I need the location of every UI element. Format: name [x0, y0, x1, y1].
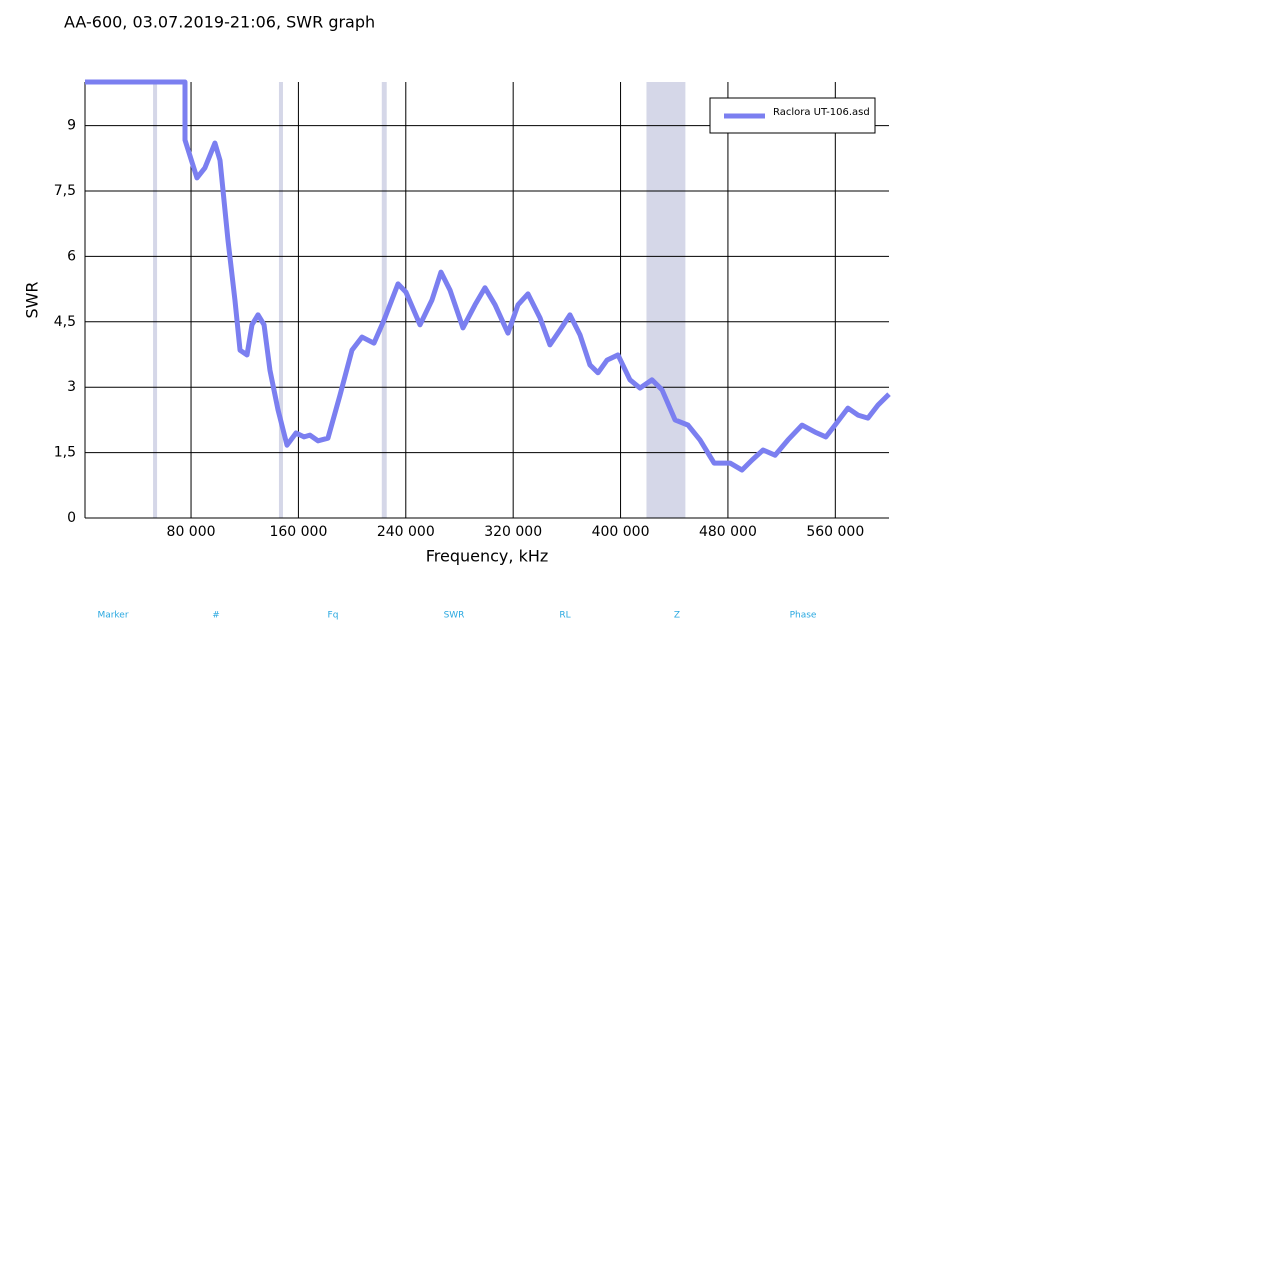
band [646, 82, 686, 518]
table-header: SWR [444, 611, 465, 621]
x-axis-label: Frequency, kHz [426, 547, 549, 566]
table-header: Fq [328, 611, 339, 621]
y-tick-label: 4,5 [54, 314, 76, 330]
table-header: Phase [790, 611, 817, 621]
chart-title: AA-600, 03.07.2019-21:06, SWR graph [64, 13, 375, 32]
x-tick-label: 320 000 [484, 524, 542, 540]
x-tick-label: 560 000 [806, 524, 864, 540]
table-header: # [212, 611, 220, 621]
y-axis-label: SWR [23, 281, 42, 318]
band [278, 82, 283, 518]
legend-label: Raclora UT-106.asd [773, 107, 870, 118]
band [381, 82, 387, 518]
y-tick-label: 3 [67, 379, 76, 395]
y-tick-label: 0 [67, 510, 76, 526]
x-tick-label: 240 000 [377, 524, 435, 540]
x-tick-label: 80 000 [167, 524, 216, 540]
y-tick-label: 9 [67, 118, 76, 134]
band [153, 82, 158, 518]
series-line [85, 79, 891, 473]
y-tick-label: 1,5 [54, 445, 76, 461]
y-tick-label: 6 [67, 248, 76, 264]
x-tick-label: 160 000 [269, 524, 327, 540]
table-header: Marker [97, 611, 128, 621]
y-tick-label: 7,5 [54, 183, 76, 199]
table-header: RL [559, 611, 570, 621]
table-header: Z [674, 611, 680, 621]
x-tick-label: 400 000 [592, 524, 650, 540]
x-tick-label: 480 000 [699, 524, 757, 540]
